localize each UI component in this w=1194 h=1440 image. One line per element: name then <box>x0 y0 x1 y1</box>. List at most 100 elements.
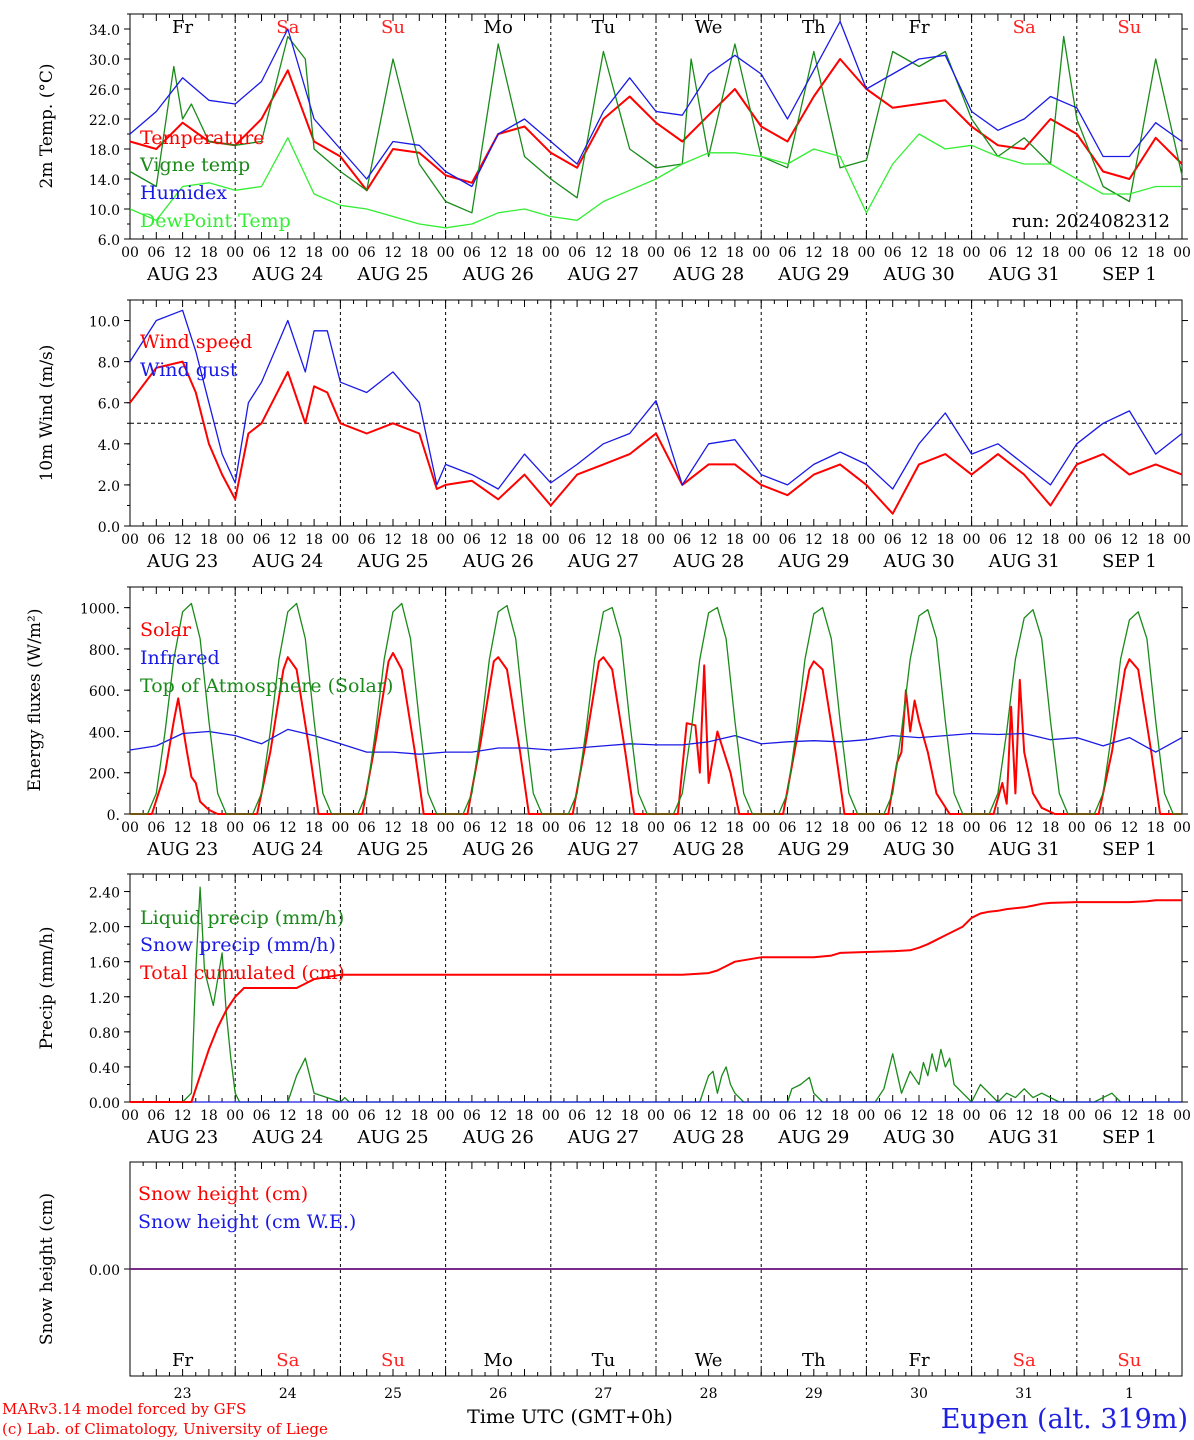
x-tick-label: 12 <box>910 1108 928 1124</box>
x-tick-label: 00 <box>121 532 139 548</box>
legend-vigne-series: Vigne temp <box>139 154 250 176</box>
x-tick-label: 18 <box>410 1108 428 1124</box>
x-tick-label: 00 <box>121 245 139 261</box>
x-tick-label: 00 <box>1173 532 1191 548</box>
y-tick-label: 6.0 <box>98 233 120 249</box>
y-tick-label: 600. <box>89 684 120 700</box>
x-tick-label: 00 <box>752 245 770 261</box>
x-tick-label: 12 <box>594 1108 612 1124</box>
credit-line-1: MARv3.14 model forced by GFS <box>2 1400 246 1418</box>
day-name-label: Su <box>381 17 405 38</box>
x-tick-label: 12 <box>489 245 507 261</box>
day-name-label: Fr <box>908 1350 929 1371</box>
x-tick-label: 06 <box>253 820 271 836</box>
date-label: AUG 27 <box>567 839 639 860</box>
series-wind-speed <box>129 360 1183 515</box>
x-tick-label: 18 <box>1042 1108 1060 1124</box>
x-tick-label: 18 <box>410 820 428 836</box>
x-tick-label: 06 <box>147 245 165 261</box>
y-tick-label: 2.40 <box>89 886 120 902</box>
day-name-label: We <box>695 1350 723 1371</box>
series-vigne-temp <box>129 35 1183 214</box>
x-tick-label: 00 <box>963 532 981 548</box>
x-tick-label: 00 <box>647 532 665 548</box>
legend-dewpoint-series: DewPoint Temp <box>140 210 291 232</box>
date-label: AUG 28 <box>672 1127 744 1148</box>
x-tick-label: 06 <box>253 1108 271 1124</box>
date-label: SEP 1 <box>1102 264 1157 285</box>
x-tick-label: 06 <box>463 532 481 548</box>
x-tick-label: 12 <box>910 820 928 836</box>
x-tick-label: 06 <box>884 1108 902 1124</box>
x-tick-label: 18 <box>305 1108 323 1124</box>
series-top-of-atmosphere-solar <box>130 602 1182 815</box>
x-tick-label: 12 <box>489 820 507 836</box>
x-tick-label: 06 <box>779 532 797 548</box>
day-name-label: Tu <box>592 17 616 38</box>
y-tick-label: 800. <box>89 643 120 659</box>
series-solar <box>130 652 1182 815</box>
x-tick-label: 12 <box>805 245 823 261</box>
y-tick-label: 0.00 <box>89 1096 120 1112</box>
x-tick-label: 18 <box>516 245 534 261</box>
x-tick-label: 06 <box>673 820 691 836</box>
x-tick-label: 06 <box>358 820 376 836</box>
x-tick-label: 18 <box>305 820 323 836</box>
day-name-label: Fr <box>172 17 193 38</box>
day-name-label: Sa <box>276 1350 299 1371</box>
date-label: AUG 31 <box>988 551 1060 572</box>
x-tick-label: 18 <box>1147 1108 1165 1124</box>
x-tick-label: 18 <box>936 245 954 261</box>
legend-temperature: Temperature Vigne temp Humidex DewPoint … <box>139 127 1170 232</box>
x-tick-label: 06 <box>989 820 1007 836</box>
x-tick-label: 12 <box>1120 820 1138 836</box>
x-tick-label: 00 <box>121 1108 139 1124</box>
x-tick-label: 06 <box>463 1108 481 1124</box>
panel-temperature: 34.030.026.022.018.014.010.06.000 06 12 18 0… <box>89 13 1191 285</box>
legend-wind-gust: Wind gust <box>140 359 238 381</box>
y-tick-label: 10.0 <box>89 203 120 219</box>
x-tick-label: 12 <box>384 532 402 548</box>
x-tick-label: 00 <box>331 532 349 548</box>
date-label: AUG 23 <box>146 551 218 572</box>
y-tick-label: 4.0 <box>98 438 120 454</box>
date-label: AUG 31 <box>988 264 1060 285</box>
x-tick-label: 12 <box>700 245 718 261</box>
x-tick-label: 06 <box>673 245 691 261</box>
x-axis-title: Time UTC (GMT+0h) <box>467 1406 673 1428</box>
x-tick-label: 12 <box>805 820 823 836</box>
x-tick-label: 06 <box>147 820 165 836</box>
date-label: AUG 24 <box>251 264 323 285</box>
x-tick-label: 12 <box>1015 245 1033 261</box>
date-label: AUG 24 <box>251 1127 323 1148</box>
y-tick-label: 26.0 <box>89 83 120 99</box>
x-tick-label: 00 <box>752 532 770 548</box>
x-tick-label: 06 <box>568 1108 586 1124</box>
day-number-label: 28 <box>700 1386 718 1402</box>
day-name-label: Su <box>381 1350 405 1371</box>
date-label: AUG 29 <box>777 264 849 285</box>
date-label: SEP 1 <box>1102 551 1157 572</box>
x-tick-label: 06 <box>358 1108 376 1124</box>
panel-snow: 0.00 Fr 23 Sa 24 Su 25 Mo 26 Tu 27 We 28 Th 29 Fr 30 Sa 31… <box>89 1161 1188 1402</box>
series-total-cumulated-cm <box>130 899 1182 1103</box>
x-tick-label: 06 <box>1094 245 1112 261</box>
series-temperature <box>129 58 1183 192</box>
y-tick-label: 14.0 <box>89 173 120 189</box>
date-label: AUG 25 <box>356 264 428 285</box>
y-tick-label: 0.80 <box>89 1026 120 1042</box>
day-name-label: Su <box>1117 17 1141 38</box>
date-label: AUG 26 <box>462 551 534 572</box>
x-tick-label: 00 <box>437 1108 455 1124</box>
legend-energy: Solar Infrared Top of Atmosphere (Solar) <box>140 619 393 697</box>
x-tick-label: 12 <box>384 245 402 261</box>
legend-snow-precip: Snow precip (mm/h) <box>140 934 336 956</box>
x-tick-label: 00 <box>963 1108 981 1124</box>
y-tick-label: 6.0 <box>98 397 120 413</box>
y-tick-label: 1000. <box>80 602 120 618</box>
x-tick-label: 12 <box>1120 532 1138 548</box>
day-name-label: Mo <box>484 17 513 38</box>
x-tick-label: 06 <box>673 1108 691 1124</box>
x-tick-label: 18 <box>831 820 849 836</box>
